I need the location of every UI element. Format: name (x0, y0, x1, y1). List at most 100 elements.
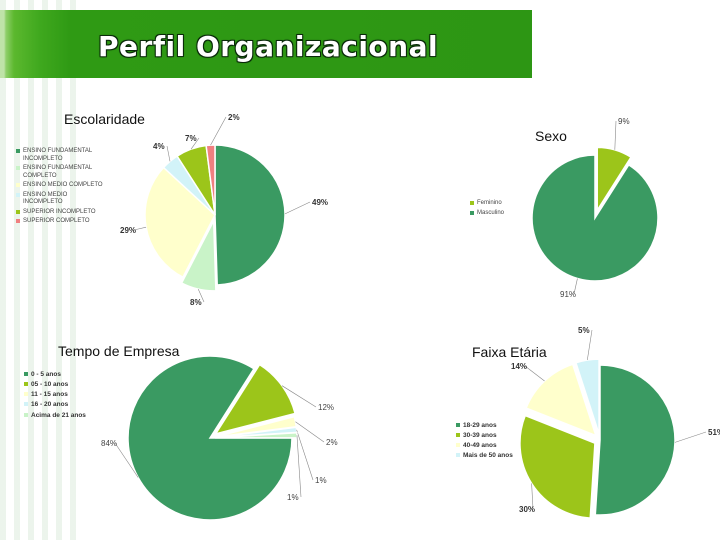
legend-label: Feminino (477, 200, 502, 206)
data-label-3-0: 51% (708, 428, 720, 437)
legend-item: SUPERIOR INCOMPLETO (16, 209, 108, 217)
legend-label: ENSINO MEDIO INCOMPLETO (23, 191, 68, 206)
leader-line-1-1 (573, 278, 578, 295)
data-label-3-3: 5% (578, 326, 590, 335)
leader-line-2-1 (281, 385, 317, 408)
title-banner (0, 10, 532, 78)
legend-label: 30-39 anos (463, 432, 497, 440)
legend-label: Acima de 21 anos (31, 411, 86, 419)
legend-item: 0 - 5 anos (24, 371, 114, 379)
data-label-2-0: 84% (101, 439, 117, 448)
legend-label: 18-29 anos (463, 422, 497, 429)
legend-swatch (470, 201, 474, 205)
legend-item: Masculino (470, 210, 530, 218)
legend-swatch (24, 412, 28, 417)
legend-label: Masculino (477, 209, 505, 216)
legend-swatch (470, 210, 474, 215)
leader-line-0-1 (197, 289, 205, 303)
leader-line-0-5 (210, 116, 227, 146)
legend-item: 18-29 anos (456, 422, 536, 430)
chart-title-sexo: Sexo (535, 128, 567, 144)
legend-item: 40-49 anos (456, 442, 536, 450)
legend-swatch (456, 443, 460, 448)
leader-line-1-0 (614, 120, 617, 150)
leader-line-3-2 (524, 365, 545, 382)
data-label-1-1: 91% (560, 290, 576, 299)
legend-label: 40-49 anos (463, 442, 497, 450)
legend-swatch (16, 149, 20, 153)
data-label-3-2: 14% (511, 362, 527, 371)
legend-item: 30-39 anos (456, 432, 536, 440)
legend-swatch (16, 166, 20, 170)
legend-swatch (456, 433, 460, 438)
legend-swatch (456, 453, 460, 458)
legend-label: ENSINO FUNDAMENTAL INCOMPLETO (23, 148, 93, 162)
pie-slice-0-1 (180, 217, 217, 292)
legend-swatch (16, 192, 20, 197)
pie-slice-0-0 (214, 144, 286, 286)
background-stripes (0, 0, 80, 540)
legend-label: SUPERIOR INCOMPLETO (23, 208, 96, 215)
pie-slice-0-2 (144, 166, 216, 279)
legend-item: ENSINO MEDIO COMPLETO (16, 182, 108, 190)
legend-label: Mais de 50 anos (463, 452, 513, 460)
legend-item: SUPERIOR COMPLETO (16, 218, 108, 226)
leader-line-0-3 (166, 145, 171, 162)
data-label-0-1: 8% (190, 298, 202, 307)
pie-slice-1-0 (596, 146, 633, 213)
chart-title-tempo-de-empresa: Tempo de Empresa (58, 343, 180, 359)
legend-swatch (24, 382, 28, 387)
leader-line-2-3 (296, 429, 314, 481)
legend-item: 11 - 15 anos (24, 391, 114, 399)
leader-line-0-0 (284, 201, 311, 215)
legend-sexo: Feminino Masculino (470, 200, 530, 219)
legend-label: 0 - 5 anos (31, 371, 61, 378)
data-label-2-1: 12% (318, 403, 334, 412)
legend-label: 05 - 10 anos (31, 381, 69, 389)
leader-line-2-0 (114, 442, 139, 478)
legend-item: 05 - 10 anos (24, 381, 114, 389)
legend-swatch (24, 372, 28, 376)
legend-escolaridade: ENSINO FUNDAMENTAL INCOMPLETO ENSINO FUND… (16, 148, 108, 228)
leader-line-3-1 (531, 483, 534, 510)
data-label-0-3: 4% (153, 142, 165, 151)
legend-swatch (16, 209, 20, 214)
pie-slice-3-3 (574, 358, 600, 435)
data-label-2-2: 2% (326, 438, 338, 447)
data-label-0-2: 29% (120, 226, 136, 235)
legend-faixa-etaria: 18-29 anos 30-39 anos 40-49 anos Mais de 50… (456, 422, 536, 463)
data-label-2-4: 1% (287, 493, 299, 502)
pie-slice-3-0 (594, 364, 676, 516)
legend-label: ENSINO MEDIO COMPLETO (23, 182, 103, 188)
legend-item: ENSINO FUNDAMENTAL INCOMPLETO (16, 148, 108, 163)
legend-item: 16 - 20 anos (24, 401, 114, 409)
data-label-0-0: 49% (312, 198, 328, 207)
leader-line-0-4 (190, 137, 200, 150)
pie-slice-2-1 (214, 363, 297, 436)
page-title: Perfil Organizacional (98, 30, 439, 63)
legend-swatch (16, 219, 20, 223)
leader-line-3-0 (674, 431, 707, 443)
leader-line-2-4 (296, 435, 302, 498)
leader-line-3-3 (587, 329, 593, 361)
legend-swatch (16, 183, 20, 187)
legend-item: Mais de 50 anos (456, 452, 536, 460)
data-label-1-0: 9% (618, 117, 630, 126)
legend-label: 16 - 20 anos (31, 401, 69, 409)
legend-item: Feminino (470, 200, 530, 208)
legend-swatch (456, 423, 460, 427)
chart-title-faixa-etaria: Faixa Etária (472, 344, 547, 360)
legend-item: Acima de 21 anos (24, 412, 114, 420)
legend-item: ENSINO FUNDAMENTAL COMPLETO (16, 165, 108, 180)
data-label-0-4: 7% (185, 134, 197, 143)
legend-swatch (24, 402, 28, 407)
leader-line-2-2 (295, 421, 325, 443)
pie-slice-1-1 (531, 154, 659, 282)
legend-item: ENSINO MEDIO INCOMPLETO (16, 192, 108, 207)
data-label-0-5: 2% (228, 113, 240, 122)
chart-title-escolaridade: Escolaridade (64, 111, 145, 127)
legend-label: 11 - 15 anos (31, 391, 68, 399)
legend-tempo-de-empresa: 0 - 5 anos 05 - 10 anos 11 - 15 anos 16 - 2… (24, 371, 114, 422)
legend-label: SUPERIOR COMPLETO (23, 218, 90, 224)
data-label-2-3: 1% (315, 476, 327, 485)
